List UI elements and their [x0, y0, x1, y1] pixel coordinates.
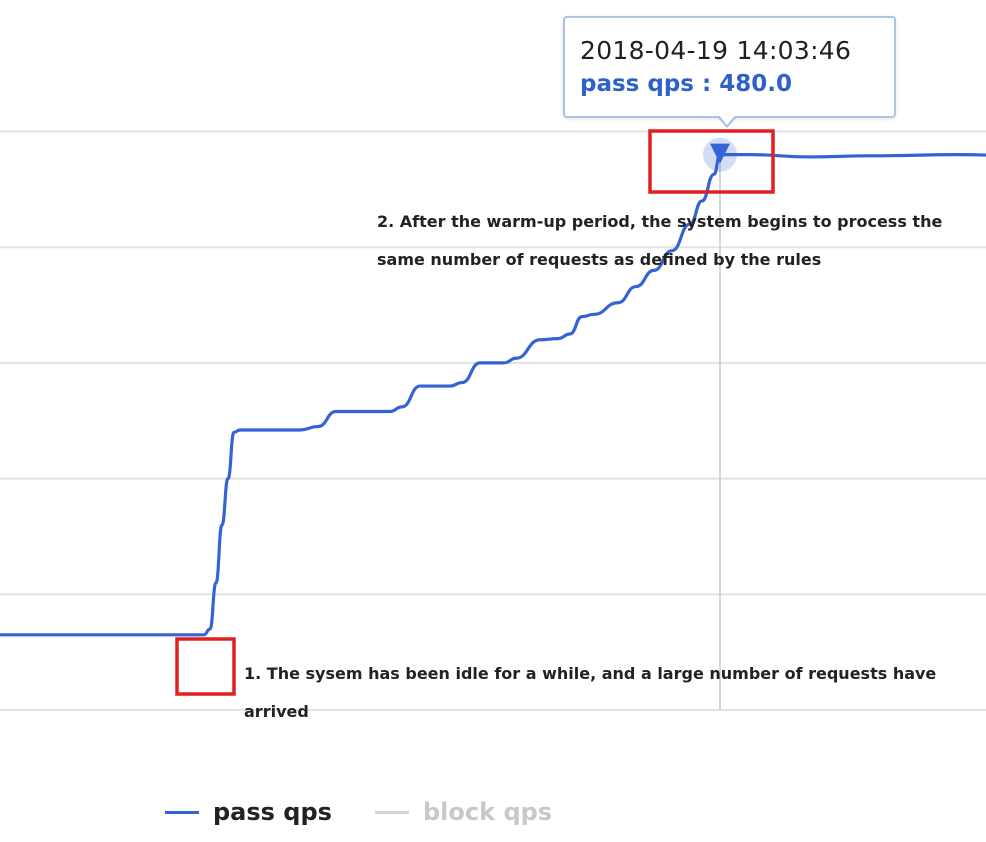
- idle-annotation-line2: arrived: [244, 702, 309, 721]
- series-line-0: [0, 153, 986, 637]
- warmup-annotation-line2: same number of requests as defined by th…: [377, 250, 822, 269]
- highlight-boxes: [175, 129, 775, 696]
- tooltip-timestamp: 2018-04-19 14:03:46: [580, 36, 852, 65]
- warmup-annotation: 2. After the warm-up period, the system …: [377, 203, 942, 279]
- legend-swatch-pass-qps: [165, 810, 199, 814]
- tooltip-value: pass qps : 480.0: [580, 71, 792, 97]
- legend-item-block-qps[interactable]: block qps: [375, 797, 552, 827]
- idle-annotation: 1. The sysem has been idle for a while, …: [244, 655, 936, 731]
- hover-marker-point: [710, 143, 730, 164]
- idle-annotation-line1: 1. The sysem has been idle for a while, …: [244, 664, 937, 683]
- legend-label-block-qps: block qps: [423, 798, 553, 826]
- hover-marker: [703, 137, 737, 172]
- legend-label-pass-qps: pass qps: [213, 798, 332, 826]
- tooltip-pointer-fill: [718, 114, 736, 125]
- legend-swatch-block-qps: [375, 810, 409, 814]
- data-tooltip: 2018-04-19 14:03:46 pass qps : 480.0: [563, 16, 896, 118]
- series-lines: [0, 153, 986, 637]
- legend-item-pass-qps[interactable]: pass qps: [165, 797, 332, 827]
- warmup-annotation-line1: 2. After the warm-up period, the system …: [377, 212, 943, 231]
- highlight-box-warmup-end: [648, 129, 775, 194]
- highlight-box-idle-burst: [175, 637, 236, 696]
- grid-lines: [0, 130, 986, 711]
